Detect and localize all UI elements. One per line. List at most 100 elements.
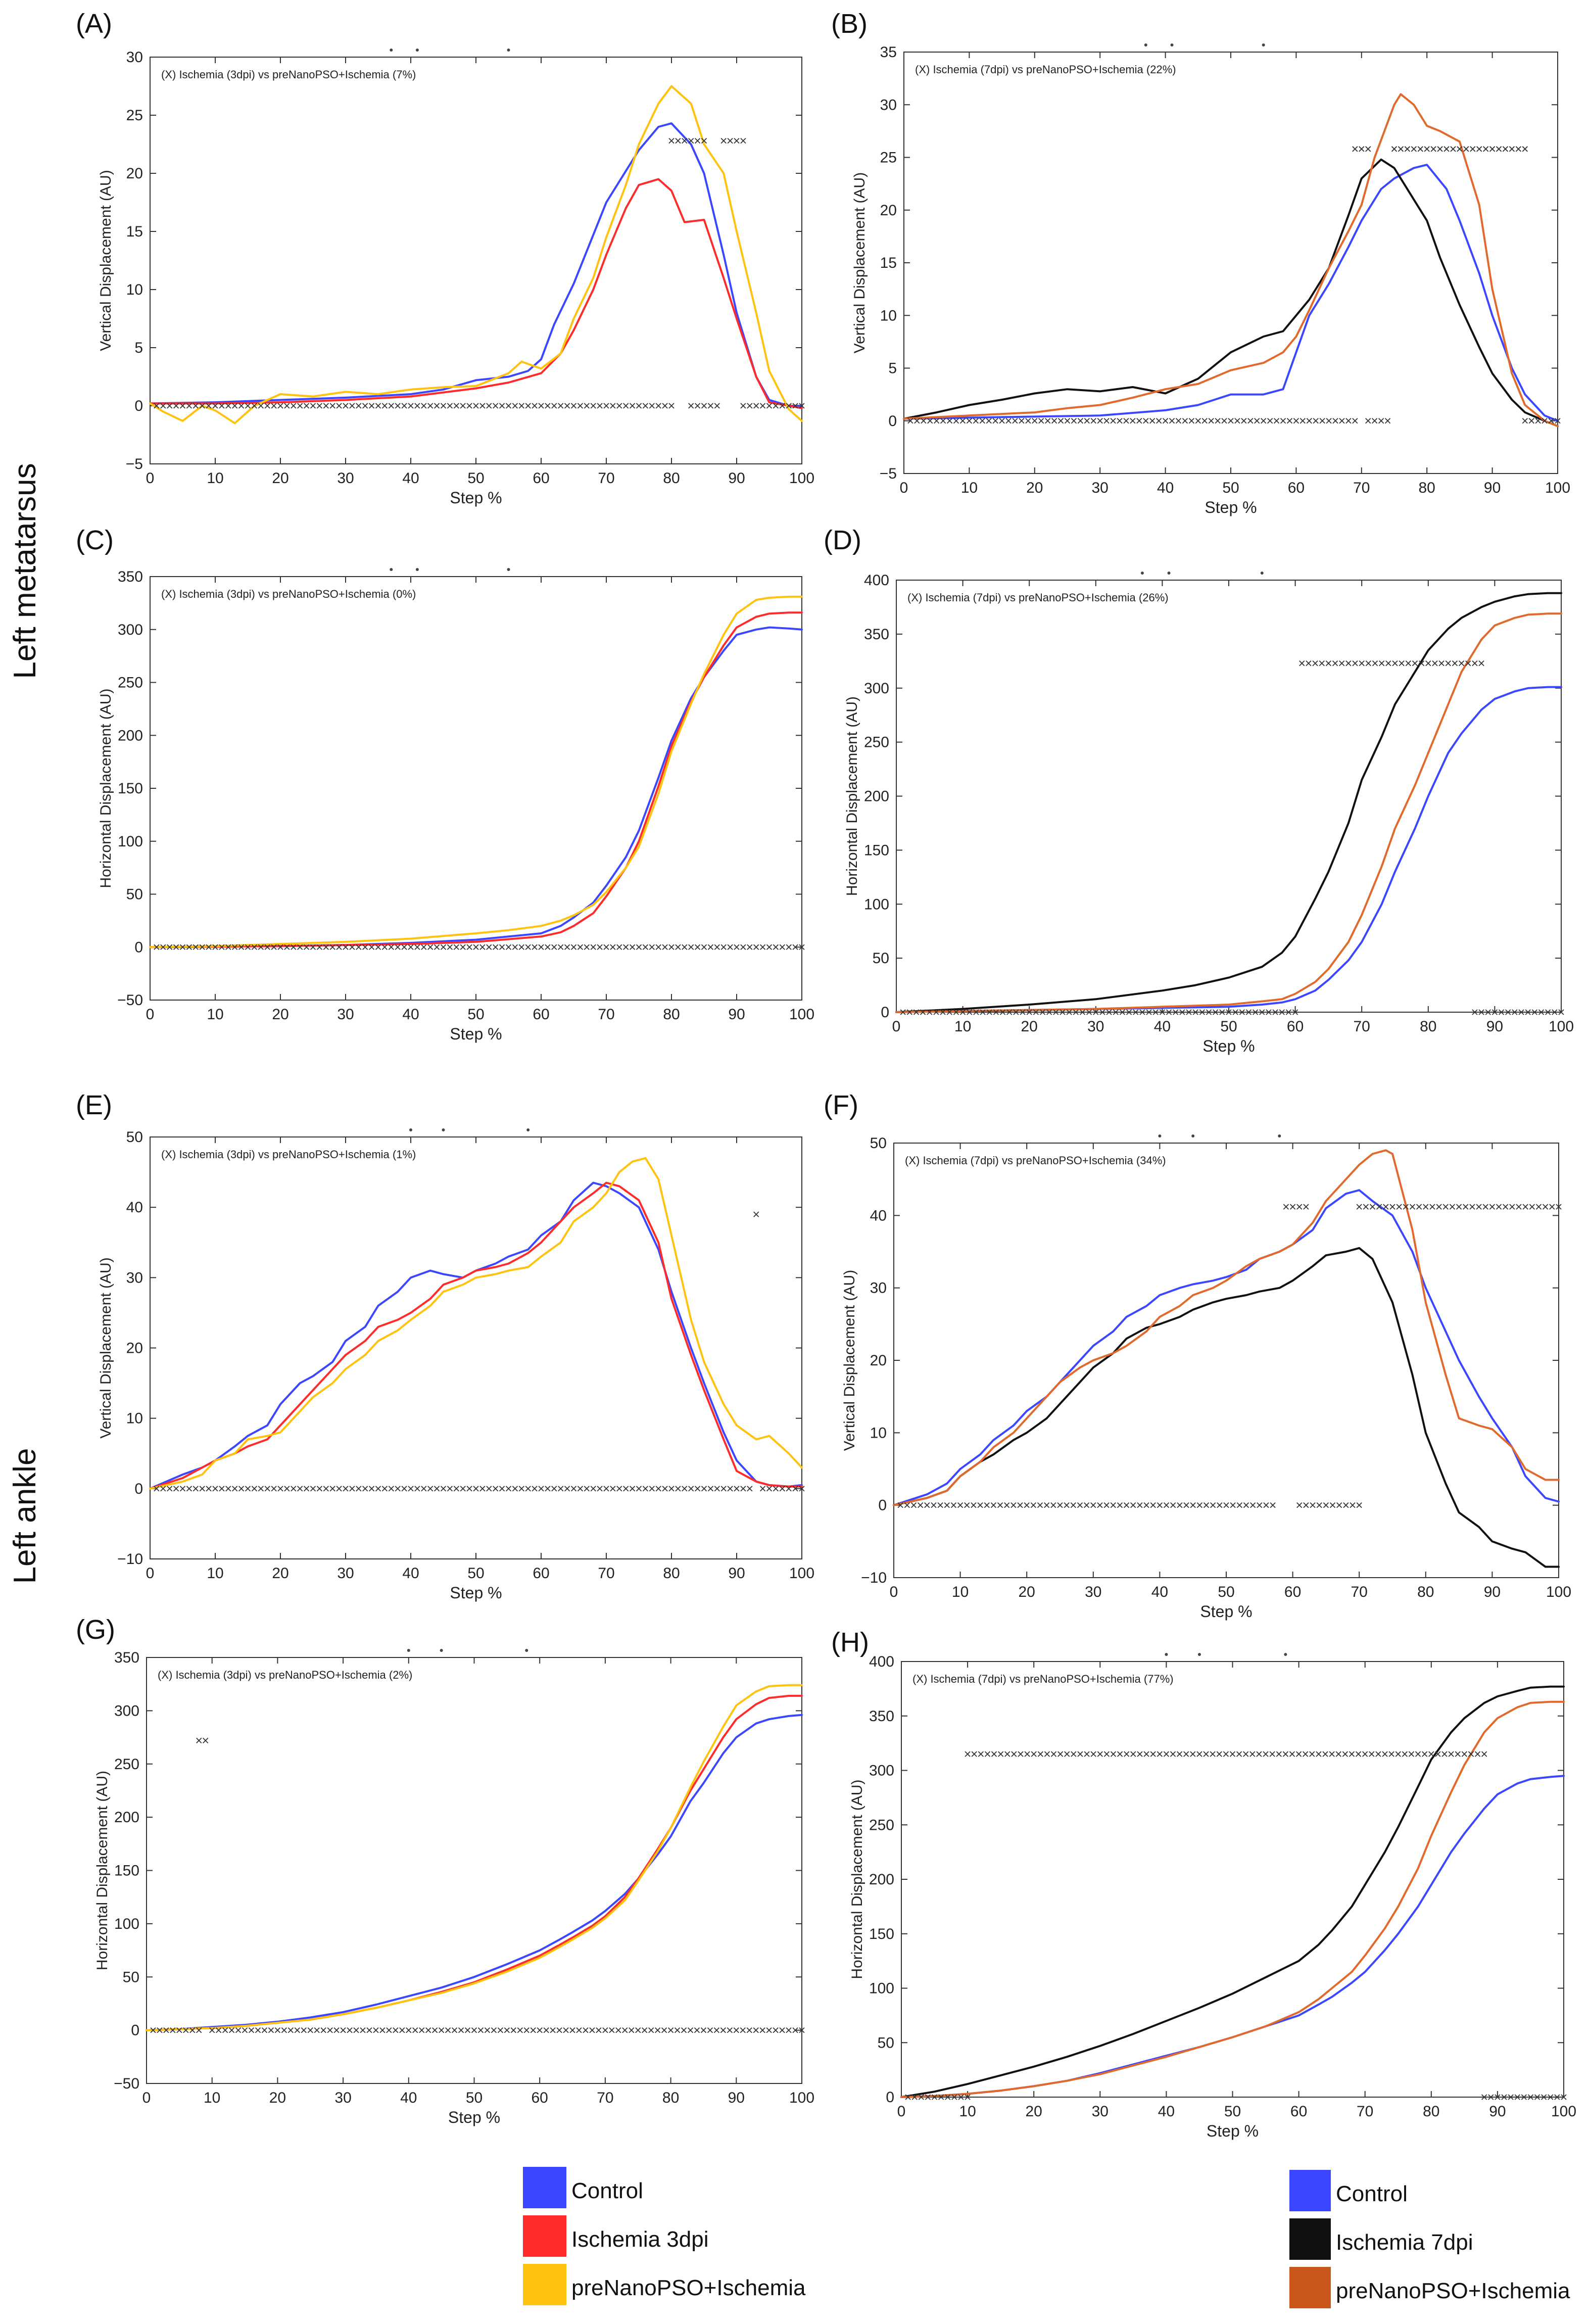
chart-c-marker — [759, 944, 766, 950]
chart-f-xtick-label: 20 — [1019, 1584, 1035, 1600]
chart-b-marker — [1384, 418, 1391, 424]
chart-h-ytick-label: 100 — [869, 1980, 894, 1997]
chart-c-panel-label: (C) — [76, 525, 114, 555]
chart-f-marker — [1017, 1502, 1023, 1508]
chart-c-marker — [642, 944, 649, 950]
chart-d-marker — [1060, 1009, 1066, 1015]
chart-d-marker — [1272, 1009, 1278, 1015]
chart-h-marker — [1295, 1751, 1302, 1757]
chart-h-marker — [938, 2094, 944, 2100]
chart-f-marker — [1496, 1204, 1502, 1210]
chart-e-annotation: (X) Ischemia (3dpi) vs preNanoPSO+Ischem… — [161, 1148, 416, 1161]
chart-c-marker — [192, 944, 199, 950]
chart-b-marker — [946, 418, 953, 424]
chart-e-marker — [564, 1486, 570, 1492]
chart-a-xtick-label: 90 — [728, 470, 745, 487]
chart-d-marker — [980, 1009, 986, 1015]
chart-g-marker — [183, 2027, 189, 2033]
chart-d-marker — [1505, 1009, 1511, 1015]
chart-c-marker — [232, 944, 238, 950]
chart-d-marker — [1299, 660, 1305, 667]
chart-d-marker — [1512, 1009, 1518, 1015]
chart-c-marker — [473, 944, 479, 950]
chart-g-series-3 — [146, 1684, 803, 2031]
chart-d-marker — [999, 1009, 1006, 1015]
chart-f-xlabel: Step % — [1200, 1602, 1252, 1621]
chart-a-ylabel: Vertical Displacement (AU) — [98, 170, 114, 351]
chart-d-marker — [1192, 1009, 1198, 1015]
chart-b-marker — [1071, 418, 1077, 424]
chart-a-marker — [460, 403, 466, 409]
chart-e-ytick-label: 40 — [126, 1199, 143, 1216]
chart-b-marker — [1372, 418, 1378, 424]
chart-h-marker — [1329, 1751, 1335, 1757]
chart-g-marker — [366, 2027, 372, 2033]
chart-b-series-1 — [903, 164, 1559, 422]
chart-c-marker — [786, 944, 792, 950]
chart-e-series-2 — [149, 1181, 803, 1490]
chart-f-marker — [1004, 1502, 1010, 1508]
chart-d-marker — [1359, 660, 1365, 667]
chart-e-marker-row-1 — [154, 1486, 805, 1492]
chart-c-marker — [212, 944, 218, 950]
chart-b-top-dot — [1262, 43, 1265, 46]
chart-a-marker — [408, 403, 414, 409]
chart-b-marker — [1476, 146, 1482, 152]
chart-b-marker — [1411, 146, 1417, 152]
chart-e-marker — [720, 1486, 727, 1492]
chart-d-xtick-label: 10 — [954, 1018, 971, 1035]
chart-f-marker — [1296, 1204, 1303, 1210]
chart-c-marker — [179, 944, 186, 950]
chart-h-ytick-label: 350 — [869, 1708, 894, 1725]
chart-d-marker — [1425, 660, 1431, 667]
chart-g-marker — [360, 2027, 366, 2033]
chart-h-marker — [1488, 2094, 1494, 2100]
chart-d-xtick-label: 0 — [892, 1018, 901, 1035]
chart-c-marker — [466, 944, 472, 950]
chart-d-marker — [1093, 1009, 1099, 1015]
chart-h-marker — [1084, 1751, 1090, 1757]
chart-h-marker — [984, 1751, 991, 1757]
chart-f-marker — [1489, 1204, 1496, 1210]
chart-b-marker — [1195, 418, 1201, 424]
chart-e-marker — [688, 1486, 694, 1492]
legend-left-label-0: Control — [571, 2178, 643, 2203]
chart-c-marker — [636, 944, 642, 950]
legend-left-swatch-1 — [523, 2215, 566, 2257]
chart-e-xtick-label: 0 — [146, 1565, 155, 1582]
chart-c-marker — [545, 944, 551, 950]
chart-e-marker — [766, 1486, 773, 1492]
chart-e-marker — [192, 1486, 199, 1492]
chart-h-xtick-label: 80 — [1423, 2103, 1439, 2120]
chart-c-plot-frame — [150, 576, 802, 1001]
chart-f-marker — [931, 1502, 937, 1508]
chart-f-marker — [1137, 1502, 1143, 1508]
chart-g-marker — [471, 2027, 477, 2033]
chart-c-marker — [773, 944, 779, 950]
chart-e-marker — [466, 1486, 472, 1492]
chart-c-marker — [343, 944, 349, 950]
chart-c-annotation: (X) Ischemia (3dpi) vs preNanoPSO+Ischem… — [161, 588, 416, 600]
chart-f-ytick-label: 10 — [870, 1425, 887, 1441]
chart-f-marker — [1476, 1204, 1482, 1210]
chart-h-marker — [1514, 2094, 1520, 2100]
chart-f-xtick-label: 100 — [1546, 1584, 1571, 1600]
chart-b-marker — [1548, 418, 1554, 424]
chart-a-marker — [655, 403, 661, 409]
chart-f: (F)0 10 20 30 40 50 60 70 80 90 100−1001020304050S… — [824, 1090, 1571, 1621]
chart-g-marker — [333, 2027, 340, 2033]
chart-e-marker — [597, 1486, 603, 1492]
chart-b-xtick-label: 40 — [1157, 480, 1174, 496]
chart-a-marker — [616, 403, 622, 409]
chart-e-top-dot — [526, 1128, 530, 1131]
chart-e-marker — [186, 1486, 192, 1492]
chart-f-marker — [984, 1502, 990, 1508]
chart-b-marker — [1130, 418, 1136, 424]
chart-e-marker — [779, 1486, 785, 1492]
chart-h-marker — [1428, 1751, 1434, 1757]
chart-a-marker — [577, 403, 584, 409]
chart-b-marker — [1064, 418, 1071, 424]
chart-d-ytick-label: 300 — [864, 680, 889, 697]
chart-f-marker — [1044, 1502, 1050, 1508]
chart-f-marker — [1203, 1502, 1210, 1508]
